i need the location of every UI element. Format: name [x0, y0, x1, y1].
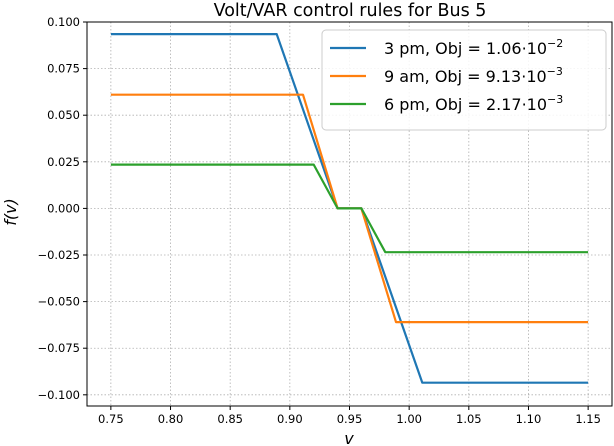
y-tick-label: 0.100 — [47, 15, 80, 29]
legend-label-3: 6 pm, Obj = 2.17·10−3 — [384, 93, 563, 114]
ticks: 0.75 0.80 0.85 0.90 0.95 1.00 1.05 1.10 1.15 0.10… — [37, 15, 601, 426]
x-tick-label: 0.95 — [337, 412, 363, 426]
x-tick-label: 0.85 — [217, 412, 243, 426]
legend-label-exponent: −3 — [547, 93, 563, 106]
y-tick-label: 0.075 — [47, 62, 80, 76]
x-tick-label: 0.80 — [158, 412, 184, 426]
legend-label-main: 9 am, Obj = 9.13·10 — [384, 67, 547, 86]
legend-label-exponent: −3 — [547, 65, 563, 78]
x-tick-label: 1.00 — [396, 412, 422, 426]
x-tick-label: 1.05 — [456, 412, 482, 426]
legend-label-main: 3 pm, Obj = 1.06·10 — [384, 39, 547, 58]
series-line-3 — [110, 163, 589, 254]
y-tick-label: −0.050 — [37, 295, 80, 309]
legend-label-2: 9 am, Obj = 9.13·10−3 — [384, 65, 563, 86]
x-tick-label: 1.15 — [575, 412, 601, 426]
x-tick-label: 0.75 — [98, 412, 124, 426]
chart-title: Volt/VAR control rules for Bus 5 — [214, 1, 487, 21]
y-tick-label: 0.025 — [47, 155, 80, 169]
x-tick-label: 0.90 — [277, 412, 303, 426]
legend-label-1: 3 pm, Obj = 1.06·10−2 — [384, 37, 563, 58]
y-tick-label: −0.025 — [37, 248, 80, 262]
legend-label-exponent: −2 — [547, 37, 563, 50]
y-tick-label: 0.050 — [47, 108, 80, 122]
y-tick-label: 0.000 — [47, 201, 80, 215]
legend-box — [321, 29, 607, 131]
y-tick-label: −0.100 — [37, 388, 80, 402]
legend-label-main: 6 pm, Obj = 2.17·10 — [384, 95, 547, 114]
y-axis-label: f(v) — [1, 198, 20, 226]
x-tick-label: 1.10 — [516, 412, 542, 426]
x-axis-label: v — [344, 429, 354, 446]
y-tick-label: −0.075 — [37, 341, 80, 355]
legend: 3 pm, Obj = 1.06·10−2 9 am, Obj = 9.13·10… — [321, 29, 607, 131]
series-layer — [110, 32, 589, 384]
